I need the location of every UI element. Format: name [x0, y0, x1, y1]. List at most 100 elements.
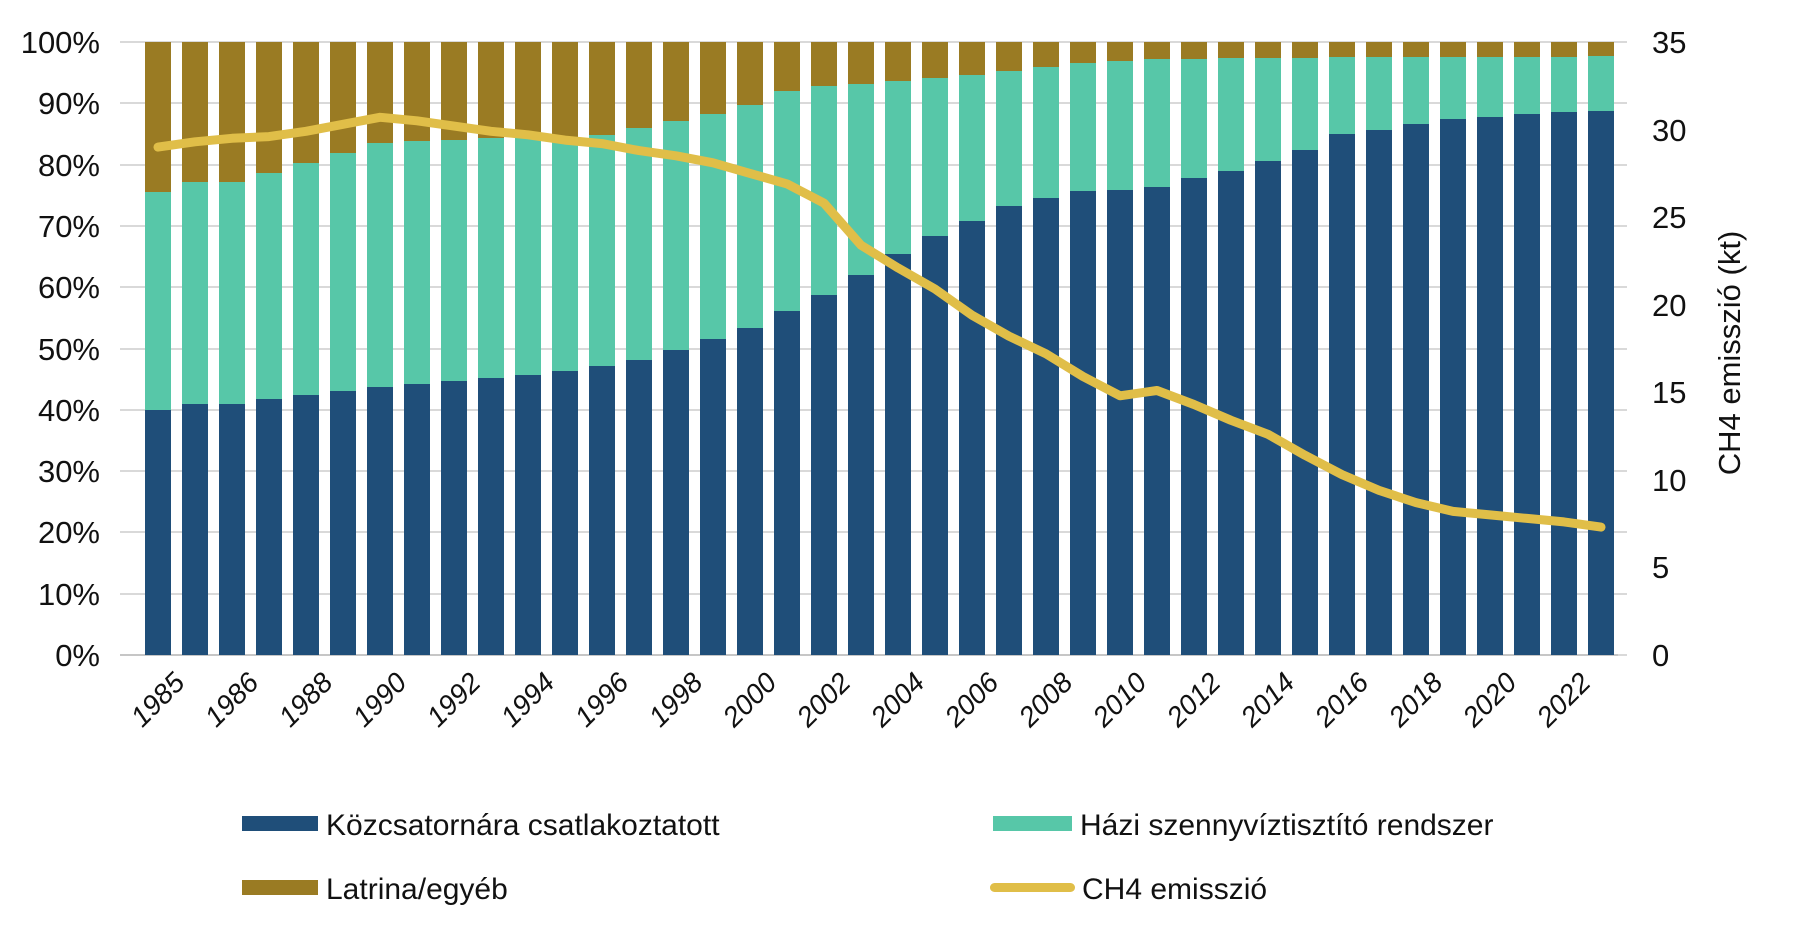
bar-segment-hazi [1588, 56, 1614, 112]
bar-segment-kozcsatorna [774, 311, 800, 655]
left-axis-tick-label: 40% [37, 392, 100, 428]
bar-segment-kozcsatorna [330, 391, 356, 655]
bar-segment-hazi [1329, 57, 1355, 134]
bar-segment-hazi [441, 140, 467, 381]
bar-segment-hazi [1070, 62, 1096, 191]
bar-segment-latrina [1144, 42, 1170, 60]
right-axis-tick [1618, 224, 1627, 227]
bar-segment-hazi [293, 162, 319, 396]
bar-segment-kozcsatorna [441, 380, 467, 655]
right-axis-tick [1618, 592, 1627, 595]
bar-segment-kozcsatorna [1588, 111, 1614, 655]
bar-segment-hazi [1292, 57, 1318, 150]
bar-segment-hazi [996, 70, 1022, 206]
legend-label-teal: Házi szennyvíztisztító rendszer [1080, 809, 1494, 842]
bar-segment-latrina [1477, 42, 1503, 57]
bar-segment-latrina [663, 42, 689, 122]
left-axis-tick-label: 10% [37, 576, 100, 612]
bar-segment-kozcsatorna [1292, 149, 1318, 655]
bar-segment-kozcsatorna [700, 338, 726, 655]
bar-segment-hazi [663, 121, 689, 350]
left-axis-tick-label: 60% [37, 270, 100, 306]
bar-segment-latrina [996, 42, 1022, 71]
bar-segment-hazi [589, 135, 615, 367]
bar-segment-latrina [367, 42, 393, 143]
bar-segment-hazi [1366, 57, 1392, 130]
bar-segment-kozcsatorna [404, 384, 430, 655]
bar-segment-latrina [441, 42, 467, 141]
bar-segment-latrina [774, 42, 800, 92]
bar-segment-kozcsatorna [1033, 197, 1059, 655]
right-axis-tick [1618, 286, 1627, 289]
bar-segment-kozcsatorna [1144, 186, 1170, 655]
bar-segment-kozcsatorna [1514, 114, 1540, 655]
bar-segment-kozcsatorna [1107, 189, 1133, 655]
right-axis-tick [1618, 102, 1627, 105]
right-axis-tick-label: 15 [1652, 375, 1687, 411]
bar-segment-latrina [1033, 42, 1059, 68]
legend-line-swatch [990, 883, 1075, 892]
bar-segment-hazi [404, 141, 430, 385]
left-axis-tick-label: 90% [37, 86, 100, 122]
bar-segment-hazi [1477, 56, 1503, 118]
bar-segment-kozcsatorna [922, 236, 948, 655]
bar-segment-latrina [1366, 42, 1392, 58]
bar-segment-hazi [256, 173, 282, 399]
h-gridline [120, 654, 1618, 656]
right-axis-tick-label: 10 [1652, 462, 1687, 498]
bar-segment-hazi [182, 181, 208, 404]
left-axis-tick-label: 50% [37, 331, 100, 367]
bar-segment-hazi [478, 138, 504, 378]
bar-segment-hazi [330, 152, 356, 392]
bar-segment-hazi [1107, 61, 1133, 190]
bar-segment-hazi [1403, 57, 1429, 125]
bar-segment-kozcsatorna [515, 374, 541, 655]
bar-segment-hazi [774, 91, 800, 312]
bar-segment-kozcsatorna [1218, 171, 1244, 655]
bar-segment-kozcsatorna [293, 395, 319, 655]
bar-segment-latrina [515, 42, 541, 139]
left-axis-tick-label: 0% [55, 638, 100, 673]
bar-segment-hazi [1144, 59, 1170, 187]
bar-segment-hazi [515, 138, 541, 375]
bar-segment-latrina [922, 42, 948, 79]
bar-segment-latrina [1329, 42, 1355, 58]
bar-segment-hazi [1033, 67, 1059, 198]
bar-segment-latrina [1292, 42, 1318, 58]
right-axis-tick-label: 20 [1652, 287, 1687, 323]
right-axis-tick-label: 5 [1652, 550, 1670, 586]
bar-segment-kozcsatorna [1477, 117, 1503, 655]
bar-segment-kozcsatorna [885, 254, 911, 655]
bar-segment-kozcsatorna [256, 398, 282, 655]
bar-segment-hazi [811, 86, 837, 295]
right-axis-tick-label: 25 [1652, 200, 1687, 236]
bar-segment-hazi [848, 83, 874, 275]
bar-segment-kozcsatorna [626, 359, 652, 655]
bar-segment-kozcsatorna [478, 377, 504, 655]
bar-segment-hazi [885, 80, 911, 255]
bar-segment-latrina [885, 42, 911, 81]
bar-segment-latrina [1514, 42, 1540, 57]
bar-segment-hazi [737, 105, 763, 328]
bar-segment-latrina [293, 42, 319, 163]
right-axis-title: CH4 emisszió (kt) [1712, 230, 1747, 476]
legend-label-line: CH4 emisszió [1082, 873, 1268, 906]
bar-segment-latrina [1588, 42, 1614, 57]
bar-segment-latrina [848, 42, 874, 84]
bar-segment-latrina [626, 42, 652, 128]
right-axis-tick [1618, 470, 1627, 473]
bar-segment-hazi [700, 113, 726, 339]
bar-segment-kozcsatorna [811, 294, 837, 655]
bar-segment-kozcsatorna [219, 403, 245, 655]
bar-segment-latrina [145, 42, 171, 193]
bar-segment-kozcsatorna [589, 366, 615, 655]
bar-segment-latrina [1070, 42, 1096, 63]
legend-swatch-teal [993, 816, 1072, 831]
bar-segment-latrina [811, 42, 837, 87]
right-axis-tick [1618, 408, 1627, 411]
bar-segment-kozcsatorna [182, 403, 208, 655]
bar-segment-kozcsatorna [1440, 119, 1466, 655]
legend-swatch-blue [242, 816, 318, 831]
right-axis-tick [1618, 347, 1627, 350]
right-axis-tick [1618, 654, 1627, 656]
